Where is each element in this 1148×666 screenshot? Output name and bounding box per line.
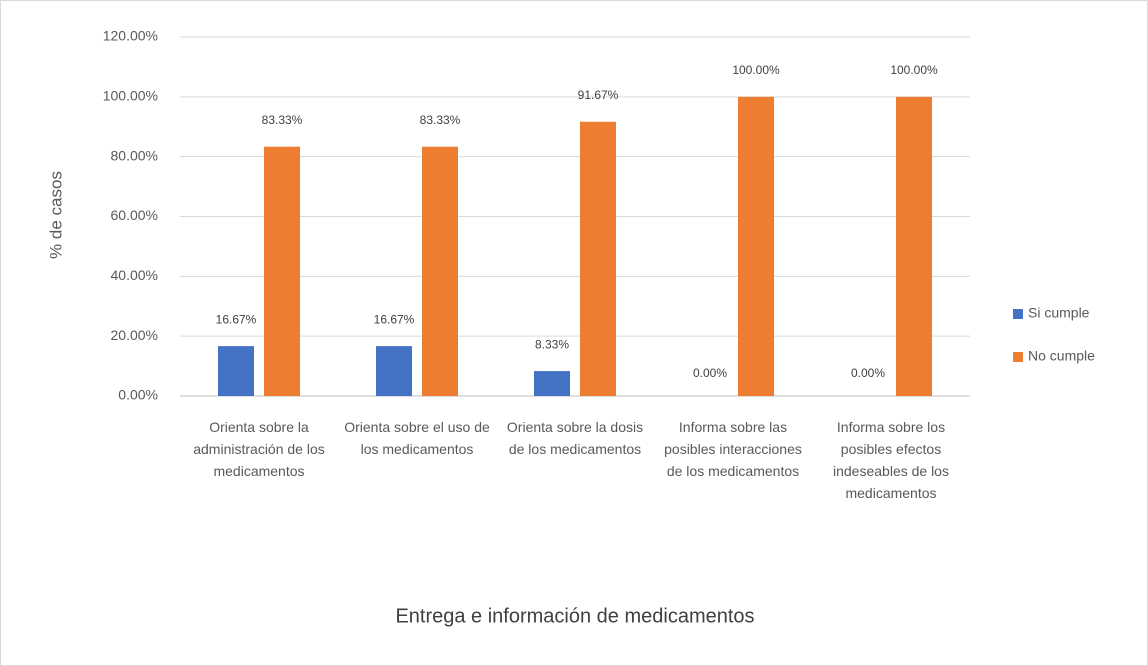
bar <box>738 96 774 396</box>
value-label: 83.33% <box>420 113 461 127</box>
value-label: 100.00% <box>890 63 938 77</box>
value-label: 8.33% <box>535 337 569 351</box>
bar <box>422 146 458 396</box>
value-label: 100.00% <box>732 63 780 77</box>
bar <box>580 121 616 397</box>
y-tick-label: 40.00% <box>111 267 158 283</box>
y-tick-label: 20.00% <box>111 327 158 343</box>
value-label: 16.67% <box>374 312 415 326</box>
value-label: 83.33% <box>262 113 303 127</box>
x-axis-title: Entrega e información de medicamentos <box>395 605 754 627</box>
bar <box>264 146 300 396</box>
y-tick-label: 80.00% <box>111 147 158 163</box>
x-tick-label: Informa sobre los posibles efectos indesea… <box>833 419 949 501</box>
y-tick-label: 100.00% <box>103 88 158 104</box>
bar <box>896 96 932 396</box>
legend-swatch <box>1013 309 1023 319</box>
y-axis-title: % de casos <box>46 171 65 259</box>
y-tick-label: 0.00% <box>118 387 158 403</box>
value-label: 16.67% <box>216 312 257 326</box>
value-label: 0.00% <box>851 366 885 380</box>
bar <box>218 346 254 396</box>
value-label: 0.00% <box>693 366 727 380</box>
bar <box>534 371 570 396</box>
y-tick-label: 60.00% <box>111 207 158 223</box>
x-tick-label: Orienta sobre el uso de los medicamentos <box>344 419 490 457</box>
x-tick-label: Orienta sobre la dosis de los medicamento… <box>507 419 643 457</box>
legend-label: No cumple <box>1028 348 1095 364</box>
x-tick-label: Orienta sobre la administración de los med… <box>193 419 325 479</box>
y-tick-label: 120.00% <box>103 28 158 44</box>
bar <box>376 346 412 396</box>
x-tick-label: Informa sobre las posibles interacciones d… <box>664 419 802 479</box>
legend-swatch <box>1013 352 1023 362</box>
value-label: 91.67% <box>578 88 619 102</box>
legend-label: Si cumple <box>1028 305 1090 321</box>
